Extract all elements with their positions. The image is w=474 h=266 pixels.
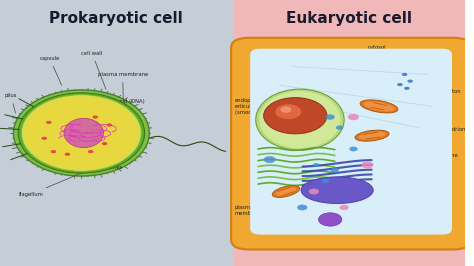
Circle shape xyxy=(319,213,342,226)
Circle shape xyxy=(92,115,98,119)
Ellipse shape xyxy=(301,177,373,203)
Circle shape xyxy=(309,189,319,194)
Text: cell wall: cell wall xyxy=(82,51,106,89)
Ellipse shape xyxy=(24,96,138,170)
Circle shape xyxy=(46,121,52,124)
Text: ribosomes: ribosomes xyxy=(407,59,441,79)
Circle shape xyxy=(402,73,407,76)
FancyBboxPatch shape xyxy=(250,49,452,235)
Text: cytoplasm: cytoplasm xyxy=(105,120,132,137)
Text: plasma membrane: plasma membrane xyxy=(98,72,148,100)
Circle shape xyxy=(336,126,343,130)
Text: mitochondrion: mitochondrion xyxy=(395,109,466,131)
Circle shape xyxy=(107,123,112,127)
Ellipse shape xyxy=(13,90,149,176)
Bar xyxy=(0,0,233,266)
Circle shape xyxy=(361,161,374,168)
Circle shape xyxy=(297,205,307,210)
Circle shape xyxy=(348,114,359,120)
Ellipse shape xyxy=(64,118,103,148)
Text: Eukaryotic cell: Eukaryotic cell xyxy=(286,11,412,26)
Ellipse shape xyxy=(256,89,344,150)
Ellipse shape xyxy=(364,102,394,111)
Text: peroxisome: peroxisome xyxy=(410,153,458,158)
Circle shape xyxy=(322,179,329,183)
Text: Prokaryotic cell: Prokaryotic cell xyxy=(49,11,183,26)
Circle shape xyxy=(264,98,327,134)
Circle shape xyxy=(349,147,357,151)
Text: Golgi body: Golgi body xyxy=(374,178,421,201)
Circle shape xyxy=(51,150,56,153)
Text: ribosomes: ribosomes xyxy=(95,155,123,170)
Circle shape xyxy=(339,205,349,210)
Text: endoplasmic
reticulum
(smooth & rough): endoplasmic reticulum (smooth & rough) xyxy=(235,98,282,147)
Text: pilus: pilus xyxy=(5,93,17,113)
Text: cytoskeleton: cytoskeleton xyxy=(426,89,461,97)
Circle shape xyxy=(281,106,292,113)
Text: cytosol: cytosol xyxy=(364,45,386,72)
Circle shape xyxy=(88,150,93,153)
Circle shape xyxy=(407,80,413,83)
Text: plasma
membrane: plasma membrane xyxy=(235,189,264,215)
Circle shape xyxy=(331,168,339,173)
Ellipse shape xyxy=(275,187,296,196)
Ellipse shape xyxy=(18,93,145,173)
Circle shape xyxy=(102,142,108,145)
FancyBboxPatch shape xyxy=(231,38,471,250)
Ellipse shape xyxy=(355,130,389,141)
Text: capsule: capsule xyxy=(39,56,62,85)
Text: flagellum: flagellum xyxy=(18,149,139,197)
Ellipse shape xyxy=(360,100,398,113)
Circle shape xyxy=(264,156,276,163)
Circle shape xyxy=(275,104,301,119)
Text: nucleolus: nucleolus xyxy=(279,71,304,105)
Ellipse shape xyxy=(358,132,385,140)
Ellipse shape xyxy=(259,91,341,148)
Bar xyxy=(233,0,465,266)
Ellipse shape xyxy=(21,95,141,171)
Circle shape xyxy=(41,137,47,140)
Circle shape xyxy=(397,83,403,86)
Circle shape xyxy=(313,163,319,167)
Text: nucleoid (DNA): nucleoid (DNA) xyxy=(104,99,145,123)
Text: nucleus: nucleus xyxy=(313,51,339,81)
Circle shape xyxy=(64,153,70,156)
Circle shape xyxy=(326,114,335,120)
Circle shape xyxy=(404,87,410,90)
Text: lysosome: lysosome xyxy=(345,220,378,227)
Ellipse shape xyxy=(272,186,300,197)
